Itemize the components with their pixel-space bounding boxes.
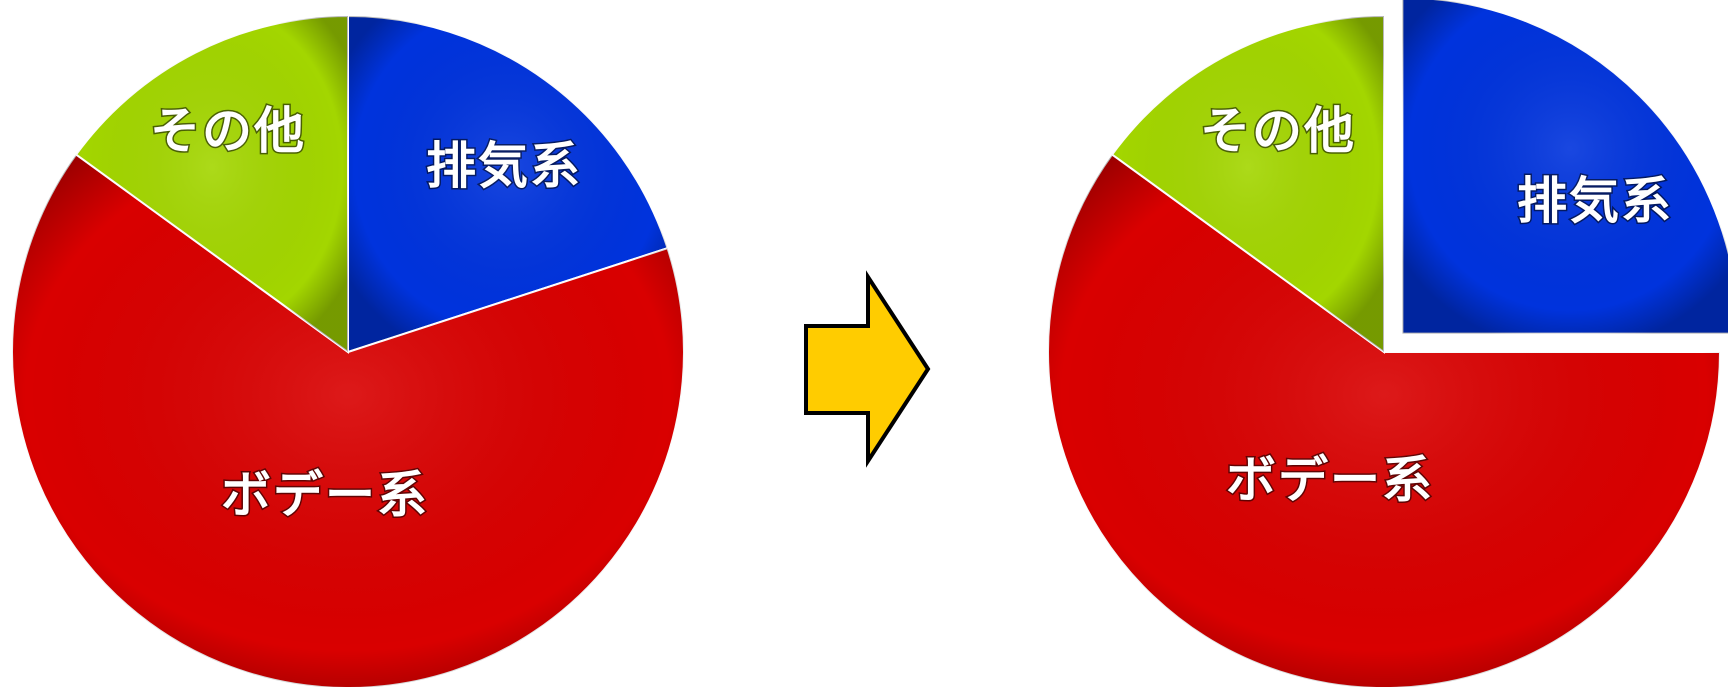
right-arrow-icon (804, 270, 931, 468)
pie-slice-shading (76, 16, 348, 352)
slice-label-body: ボデー系 (1226, 451, 1434, 509)
slice-label-other: その他 (1200, 102, 1356, 160)
pie-slice-shading (1048, 154, 1720, 687)
slice-label-exhaust: 排気系 (1517, 172, 1673, 230)
pie-slice-shading (12, 154, 684, 687)
pie-slice-shading (348, 16, 668, 352)
arrow-shape (804, 270, 931, 468)
pie-slice-shading (1112, 16, 1384, 352)
pie-slice-shading (1402, 0, 1728, 334)
slice-label-body: ボデー系 (221, 466, 429, 524)
slice-label-other: その他 (150, 102, 306, 160)
slice-label-exhaust: 排気系 (426, 137, 582, 195)
